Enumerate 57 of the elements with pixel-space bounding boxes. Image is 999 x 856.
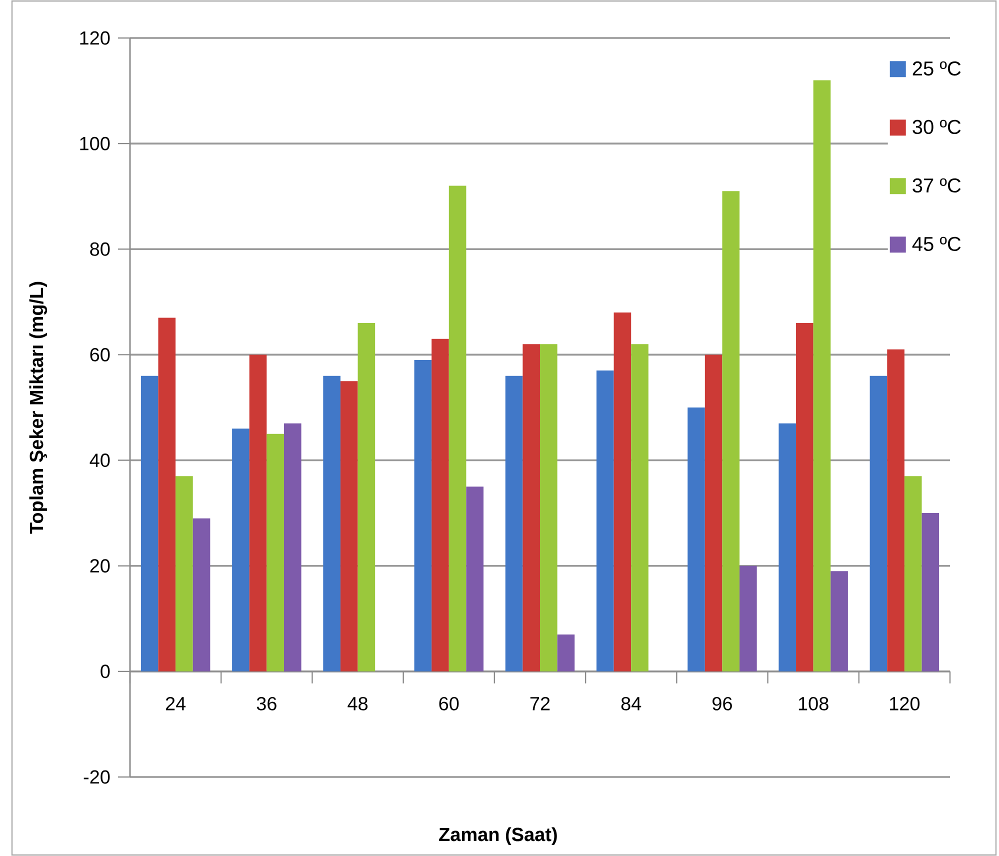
bar <box>796 323 814 672</box>
bar <box>448 186 466 672</box>
x-tick-label: 84 <box>621 696 642 710</box>
bar <box>522 344 540 672</box>
bar <box>740 566 757 672</box>
bar <box>466 486 484 672</box>
x-tick-label: 36 <box>256 696 276 710</box>
y-tick-label: 0 <box>100 664 110 678</box>
legend-label: 25 ºC <box>912 61 961 76</box>
bar <box>340 381 358 672</box>
bar <box>140 376 158 672</box>
bar <box>688 407 705 672</box>
bar <box>505 376 523 672</box>
bar <box>249 354 267 672</box>
bar <box>887 349 904 672</box>
bar <box>614 312 632 672</box>
bar <box>414 360 432 672</box>
x-tick-label: 24 <box>166 696 186 710</box>
bar <box>904 476 922 672</box>
bar <box>778 423 796 672</box>
bar <box>323 376 340 672</box>
legend-label: 45 ºC <box>912 236 961 252</box>
x-tick-label: 60 <box>439 696 459 710</box>
bar <box>358 323 376 672</box>
x-tick-label: 108 <box>798 696 828 710</box>
y-tick-label: 120 <box>80 31 110 45</box>
bar <box>704 354 722 672</box>
bar <box>813 80 831 672</box>
bar <box>158 318 176 672</box>
bar <box>540 344 558 672</box>
bar <box>830 571 848 672</box>
bar <box>596 370 614 672</box>
x-tick-label: 72 <box>530 696 550 710</box>
x-tick-label: 120 <box>890 696 920 710</box>
x-tick-label: 96 <box>712 696 732 710</box>
y-tick-label: 20 <box>90 559 110 573</box>
y-tick-label: 80 <box>90 242 110 256</box>
bar <box>176 476 193 672</box>
y-tick-label: 60 <box>90 348 110 362</box>
bar <box>232 428 250 672</box>
y-tick-label: 40 <box>90 454 110 467</box>
x-axis-title: Zaman (Saat) <box>439 827 557 845</box>
bar <box>266 434 284 672</box>
legend-label: 30 ºC <box>912 120 961 134</box>
bar <box>631 344 648 672</box>
y-axis-title: Toplam Şeker Miktarı (mg/L) <box>29 282 48 534</box>
bar <box>922 513 940 672</box>
bar <box>192 518 210 672</box>
legend-label: 37 ºC <box>912 178 961 193</box>
x-tick-label: 48 <box>348 696 368 710</box>
bar <box>870 376 888 672</box>
bar <box>432 338 449 672</box>
y-tick-label: -20 <box>84 770 110 784</box>
bar <box>284 423 302 672</box>
y-tick-label: 100 <box>80 136 110 150</box>
bar <box>722 191 740 672</box>
bar <box>557 634 575 672</box>
